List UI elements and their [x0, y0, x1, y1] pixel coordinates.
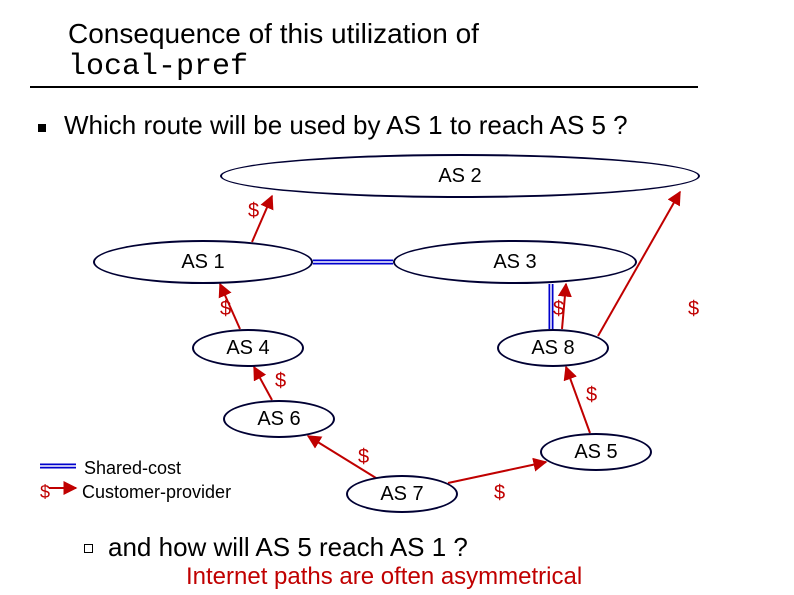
node-as7: AS 7 — [346, 475, 458, 513]
dollar-icon: $ — [220, 298, 231, 321]
bullet-open-icon — [84, 544, 93, 553]
dollar-icon: $ — [275, 370, 286, 393]
question-2: and how will AS 5 reach AS 1 ? — [108, 532, 468, 563]
node-as5: AS 5 — [540, 433, 652, 471]
dollar-icon: $ — [586, 384, 597, 407]
node-as3: AS 3 — [393, 240, 637, 284]
dollar-icon: $ — [494, 482, 505, 505]
node-as4: AS 4 — [192, 329, 304, 367]
asymmetry-note: Internet paths are often asymmetrical — [186, 563, 582, 591]
dollar-icon: $ — [248, 200, 259, 223]
node-as2: AS 2 — [220, 154, 700, 198]
legend-shared-label: Shared-cost — [84, 458, 181, 479]
dollar-icon: $ — [688, 298, 699, 321]
node-as8: AS 8 — [497, 329, 609, 367]
node-as6: AS 6 — [223, 400, 335, 438]
diagram-nodes: AS 2 AS 1 AS 3 AS 4 AS 8 AS 6 AS 7 AS 5 — [0, 0, 794, 595]
node-as1: AS 1 — [93, 240, 313, 284]
dollar-icon: $ — [358, 446, 369, 469]
legend: Shared-cost $ Customer-provider — [40, 456, 231, 504]
dollar-icon: $ — [553, 298, 564, 321]
legend-custprov-label: Customer-provider — [82, 482, 231, 503]
dollar-icon: $ — [40, 482, 50, 503]
